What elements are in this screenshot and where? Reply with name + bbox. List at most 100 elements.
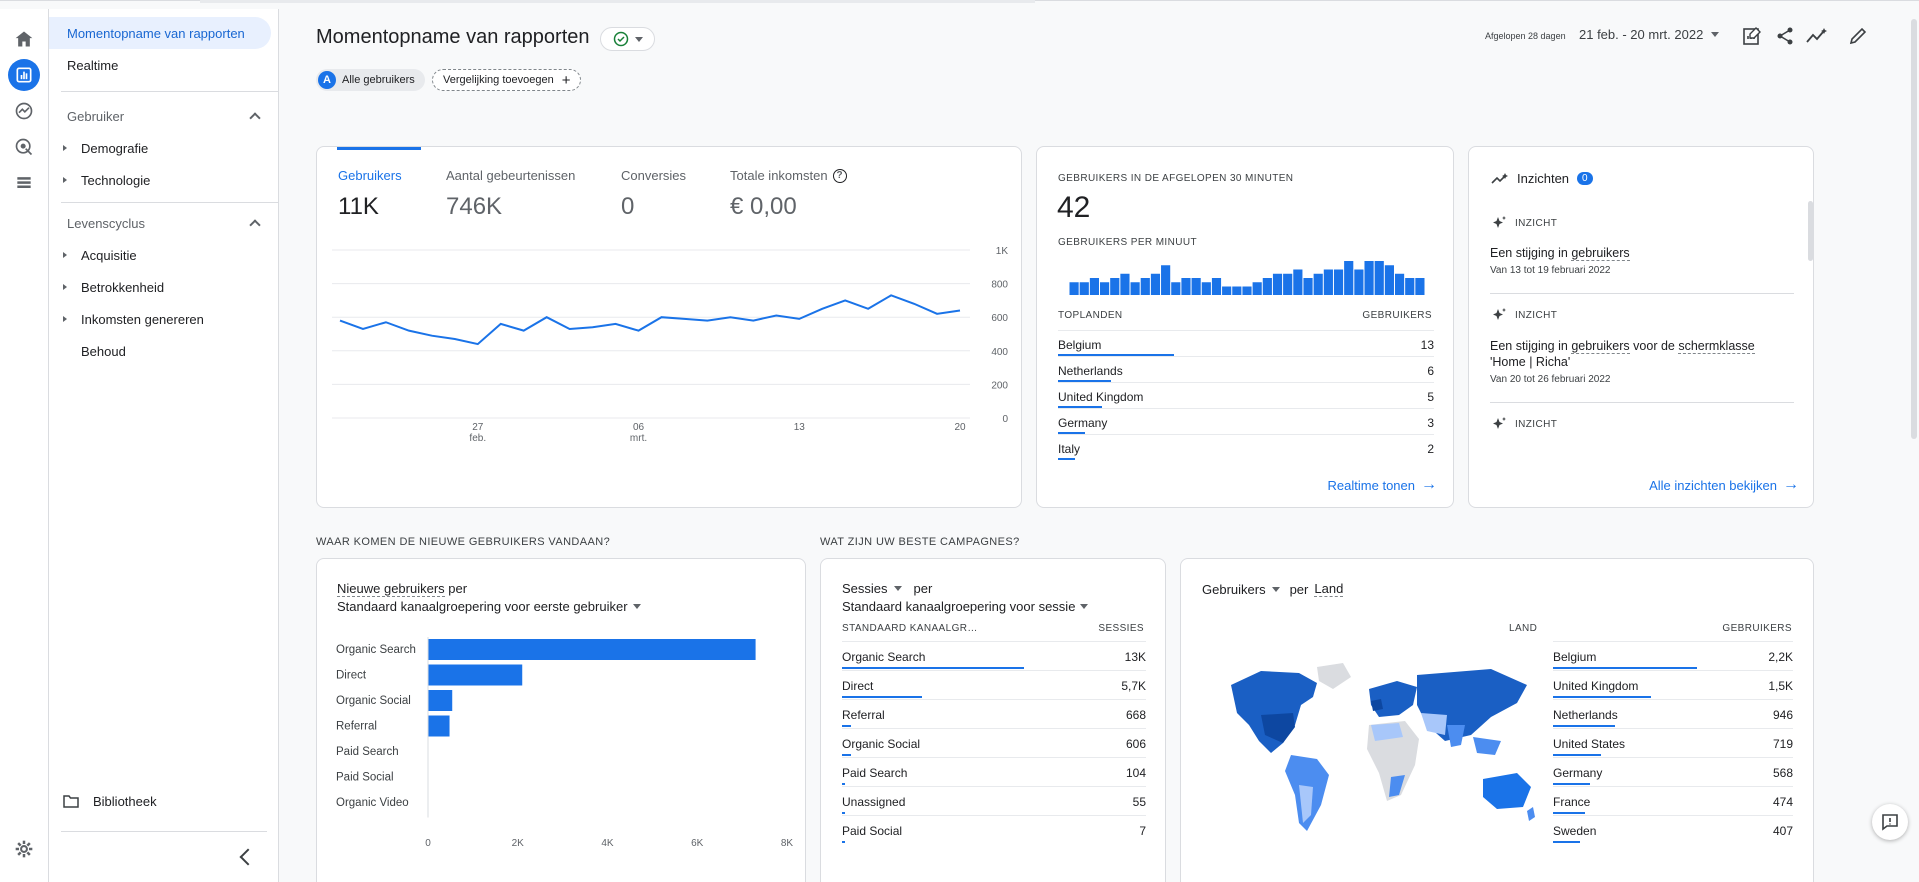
advertising-icon[interactable]: [8, 131, 40, 163]
row-value: 668: [1125, 708, 1146, 722]
date-range-picker[interactable]: 21 feb. - 20 mrt. 2022: [1579, 27, 1720, 42]
share-bar: [1058, 432, 1085, 434]
table-row[interactable]: Organic Search 13K: [842, 641, 1146, 670]
minute-bar: [1272, 273, 1283, 295]
metric-tab-users[interactable]: Gebruikers 11K: [338, 168, 402, 221]
section-title-campaigns: WAT ZIJN UW BESTE CAMPAGNES?: [820, 536, 1020, 548]
metric-value: 11K: [338, 193, 379, 220]
nav-section-user[interactable]: Gebruiker: [49, 100, 261, 132]
nav-technologie[interactable]: Technologie: [49, 164, 259, 196]
sessions-metric-selector[interactable]: Sessies per: [842, 581, 932, 596]
table-row[interactable]: United States 719: [1553, 728, 1793, 757]
nav-realtime[interactable]: Realtime: [49, 49, 271, 81]
expand-arrow-icon: [63, 177, 67, 183]
metric-tab-revenue[interactable]: Totale inkomsten? € 0,00: [730, 168, 847, 221]
reports-icon[interactable]: [8, 59, 40, 91]
table-row[interactable]: Referral 668: [842, 699, 1146, 728]
section-title-new-users: WAAR KOMEN DE NIEUWE GEBRUIKERS VANDAAN?: [316, 536, 611, 548]
help-icon[interactable]: ?: [832, 168, 847, 183]
insight-tag: INZICHT: [1491, 307, 1557, 323]
geo-metric-selector[interactable]: Gebruikers per Land: [1202, 581, 1344, 597]
scrollbar-thumb[interactable]: [1911, 19, 1917, 439]
metric-tab-conversions[interactable]: Conversies 0: [621, 168, 686, 221]
table-row[interactable]: Paid Social 7: [842, 815, 1146, 844]
feedback-button[interactable]: [1872, 804, 1908, 840]
country-row[interactable]: Italy 2: [1058, 434, 1434, 460]
table-row[interactable]: Netherlands 946: [1553, 699, 1793, 728]
realtime-link[interactable]: Realtime tonen →: [1328, 476, 1437, 494]
nav-demografie[interactable]: Demografie: [49, 132, 259, 164]
table-row[interactable]: Organic Social 606: [842, 728, 1146, 757]
collapse-sidebar-icon[interactable]: [239, 848, 257, 866]
insights-scrollbar[interactable]: [1808, 201, 1813, 261]
nav-reports-snapshot[interactable]: Momentopname van rapporten: [49, 17, 271, 49]
country-name: Italy: [1058, 442, 1081, 456]
category-label: Paid Search: [336, 746, 399, 758]
caret-down-icon: [893, 586, 902, 591]
table-row[interactable]: Direct 5,7K: [842, 670, 1146, 699]
share-icon[interactable]: [1774, 25, 1796, 47]
minute-bar: [1405, 278, 1415, 295]
nav-behoud[interactable]: Behoud: [49, 335, 259, 367]
settings-gear-icon[interactable]: [8, 833, 40, 865]
metric-tab-events[interactable]: Aantal gebeurtenissen 746K: [446, 168, 575, 221]
share-bar: [1058, 406, 1103, 408]
row-label: Sweden: [1553, 824, 1597, 838]
sessions-card: Sessies per Standaard kanaalgroepering v…: [820, 558, 1166, 882]
nav-library[interactable]: Bibliotheek: [49, 785, 271, 817]
table-row[interactable]: Sweden 407: [1553, 815, 1793, 844]
page-scrollbar[interactable]: [1909, 9, 1919, 439]
arrow-right-icon: →: [1421, 476, 1437, 493]
insight-tag: INZICHT: [1491, 416, 1557, 432]
row-label: Paid Search: [842, 766, 908, 780]
table-row[interactable]: Paid Search 104: [842, 757, 1146, 786]
insight-item-1[interactable]: Een stijging in gebruikers: [1490, 246, 1790, 261]
new-users-dimension-dropdown[interactable]: Standaard kanaalgroepering voor eerste g…: [337, 599, 641, 614]
row-label: United Kingdom: [1553, 679, 1639, 693]
row-label: United States: [1553, 737, 1626, 751]
row-label: Germany: [1553, 766, 1603, 780]
nav-betrokkenheid[interactable]: Betrokkenheid: [49, 271, 259, 303]
nav-acquisitie[interactable]: Acquisitie: [49, 239, 259, 271]
country-row[interactable]: United Kingdom 5: [1058, 382, 1434, 408]
share-bar: [1553, 754, 1601, 756]
nav-label: Bibliotheek: [93, 793, 157, 809]
segment-chip-all-users[interactable]: A Alle gebruikers: [316, 69, 425, 91]
insight-item-2[interactable]: Een stijging in gebruikers voor de scher…: [1490, 338, 1790, 370]
insights-trend-icon[interactable]: [1806, 25, 1828, 47]
share-bar: [1553, 725, 1615, 727]
edit-pencil-icon[interactable]: [1847, 25, 1869, 47]
insight-dimension: schermklasse: [1678, 339, 1755, 354]
country-row[interactable]: Germany 3: [1058, 408, 1434, 434]
all-insights-link[interactable]: Alle inzichten bekijken →: [1649, 476, 1799, 494]
x-tick-month-label: feb.: [469, 433, 486, 444]
insight-tag-label: INZICHT: [1515, 217, 1558, 229]
chevron-up-icon: [249, 112, 261, 124]
table-row[interactable]: Belgium 2,2K: [1553, 641, 1793, 670]
expand-arrow-icon: [63, 284, 67, 290]
map-southeast-asia: [1473, 737, 1501, 755]
nav-inkomsten[interactable]: Inkomsten genereren: [49, 303, 259, 335]
table-row[interactable]: Germany 568: [1553, 757, 1793, 786]
sessions-dimension-dropdown[interactable]: Standaard kanaalgroepering voor sessie: [842, 599, 1089, 614]
add-comparison-button[interactable]: Vergelijking toevoegen +: [432, 69, 582, 91]
table-row[interactable]: Unassigned 55: [842, 786, 1146, 815]
metric-label: Aantal gebeurtenissen: [446, 168, 576, 183]
table-row[interactable]: United Kingdom 1,5K: [1553, 670, 1793, 699]
minute-bar: [1333, 269, 1344, 295]
nav-section-lifecycle[interactable]: Levenscyclus: [49, 207, 261, 239]
configure-icon[interactable]: [8, 167, 40, 199]
explore-icon[interactable]: [8, 95, 40, 127]
world-map[interactable]: [1221, 655, 1541, 845]
table-row[interactable]: France 474: [1553, 786, 1793, 815]
home-icon[interactable]: [8, 23, 40, 55]
customize-report-icon[interactable]: [1741, 25, 1763, 47]
insight-metric: gebruikers: [1571, 339, 1630, 354]
status-dropdown[interactable]: [600, 27, 655, 51]
new-users-metric-selector[interactable]: Nieuwe gebruikers per: [337, 581, 467, 597]
insight-tag: INZICHT: [1491, 215, 1557, 231]
country-row[interactable]: Netherlands 6: [1058, 356, 1434, 382]
metric-label: Gebruikers: [338, 168, 402, 183]
country-row[interactable]: Belgium 13: [1058, 330, 1434, 356]
row-label: Unassigned: [842, 795, 906, 809]
